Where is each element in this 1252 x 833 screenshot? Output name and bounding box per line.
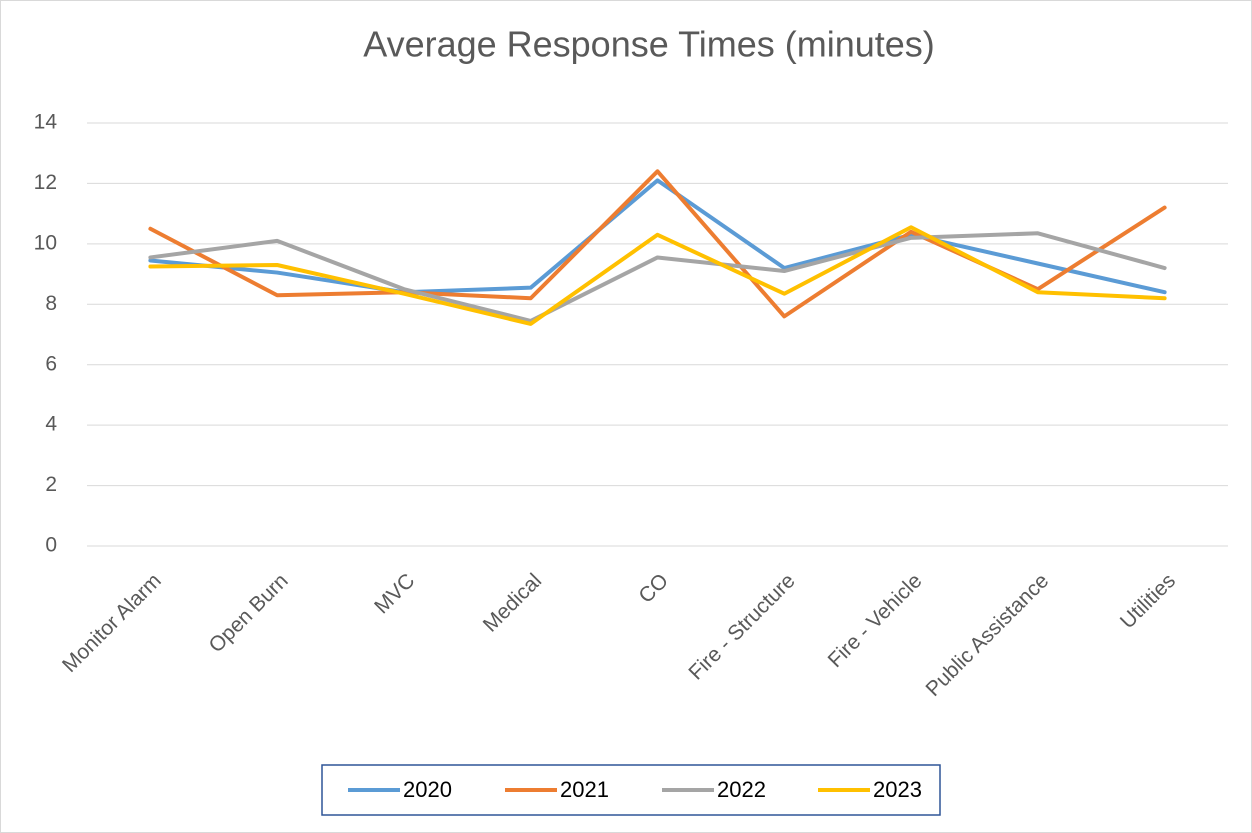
- y-tick-label: 14: [34, 111, 58, 134]
- y-tick-label: 12: [34, 171, 57, 194]
- y-tick-label: 10: [34, 231, 57, 254]
- legend-label: 2022: [717, 777, 766, 802]
- y-tick-label: 4: [45, 413, 57, 436]
- y-tick-label: 0: [45, 534, 57, 557]
- legend-label: 2023: [873, 777, 922, 802]
- legend-label: 2020: [403, 777, 452, 802]
- y-tick-label: 8: [45, 292, 57, 315]
- series-line: [148, 225, 1167, 326]
- y-tick-label: 6: [45, 352, 57, 375]
- legend-label: 2021: [560, 777, 609, 802]
- series-line: [148, 231, 1167, 323]
- series-line: [148, 178, 1167, 295]
- y-tick-label: 2: [45, 473, 57, 496]
- chart-title: Average Response Times (minutes): [363, 24, 935, 65]
